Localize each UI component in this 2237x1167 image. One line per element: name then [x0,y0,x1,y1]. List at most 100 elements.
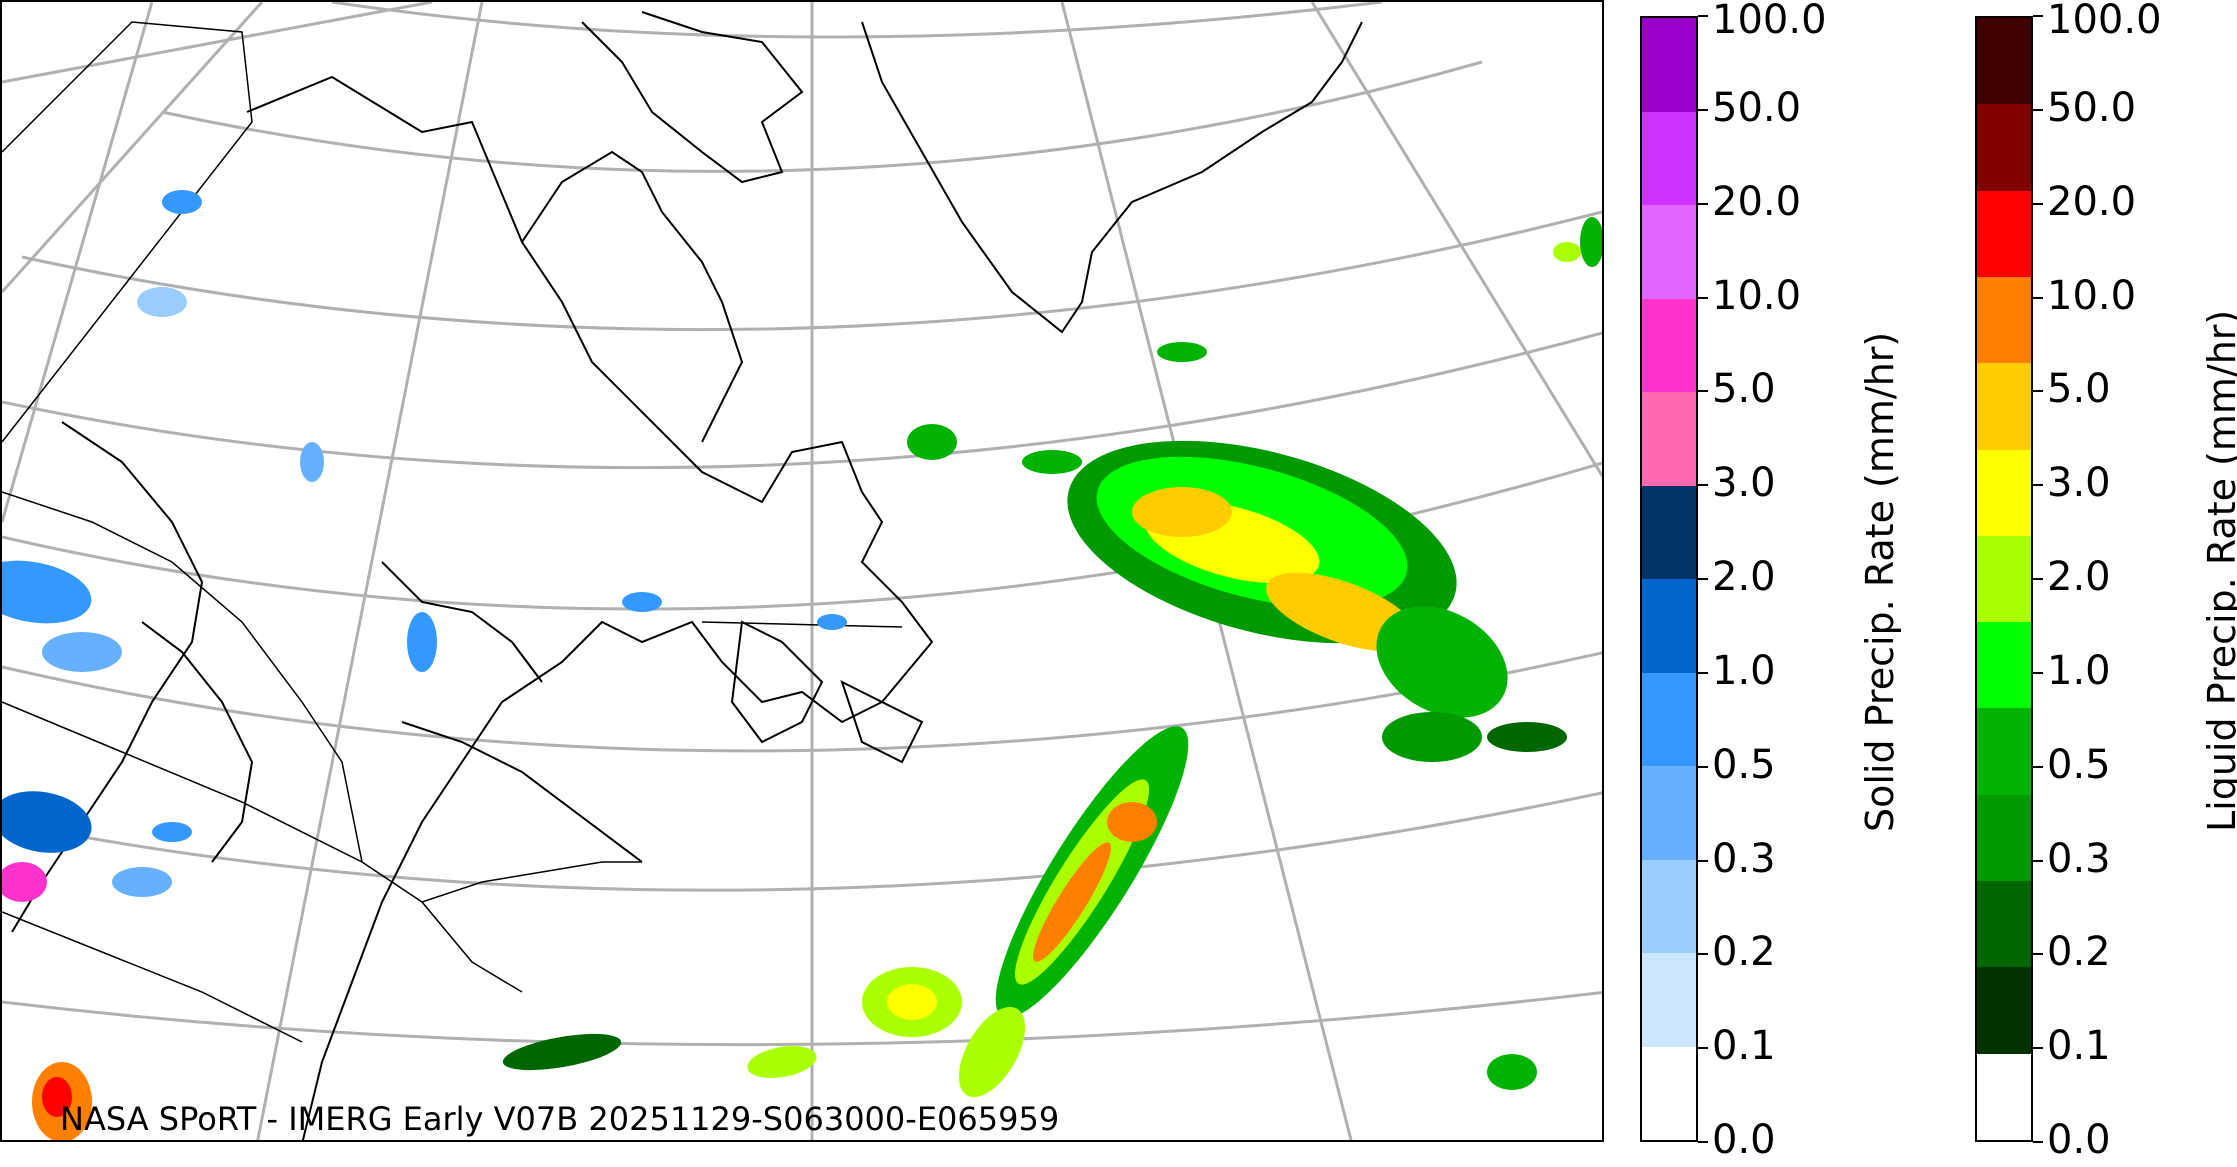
colorbar-tick-mark [2033,953,2043,956]
colorbar-segment [1642,672,1696,766]
colorbar-tick-label: 0.1 [1712,1023,1776,1070]
colorbar-segment [1977,622,2031,709]
precip-cell [1157,342,1207,362]
colorbar-tick-mark [2033,1047,2043,1050]
colorbar-segment [1642,485,1696,579]
precipitation-layer [2,190,1602,1140]
colorbar-tick-label: 20.0 [2047,178,2137,225]
colorbar-segment [1642,111,1696,205]
border-line [2,491,363,863]
colorbar-tick-mark [2033,671,2043,674]
colorbar-tick-mark [2033,1141,2043,1143]
colorbar-segment [1977,276,2031,364]
coastline [381,561,543,683]
precip-cell [42,632,122,672]
colorbar-tick-label: 1.0 [2047,647,2111,694]
colorbar-segment [1977,794,2031,882]
parallel-line [21,210,1602,332]
coastlines [11,11,1363,1140]
precipitation-map[interactable]: NASA SPoRT - IMERG Early V07B 20251129-S… [0,0,1604,1142]
colorbar-tick-label: 0.2 [2047,929,2111,976]
data-credit: NASA SPoRT - IMERG Early V07B 20251129-S… [60,1100,1060,1138]
colorbar-tick-label: 5.0 [2047,366,2111,413]
solid-precip-label: Solid Precip. Rate (mm/hr) [1858,331,1902,832]
colorbar-tick-mark [2033,108,2043,111]
colorbar-tick-mark [2033,578,2043,580]
border-line [2,701,523,993]
colorbar-segment [1642,579,1696,673]
colorbar-tick-label: 0.0 [1712,1117,1776,1163]
colorbar-tick-label: 10.0 [2047,272,2137,319]
colorbar-segment [1977,967,2031,1054]
parallel-line [2,651,1602,753]
precip-cell [1553,242,1581,262]
parallel-line [2,331,1602,470]
colorbar-tick-label: 2.0 [2047,554,2111,600]
colorbar-segment [1977,449,2031,536]
coastline [521,150,744,443]
coastline [401,721,643,863]
precip-cell [162,190,202,214]
colorbar-tick-mark [1698,296,1708,299]
coastline [246,75,934,1140]
precip-cell [112,867,172,897]
border-line [421,861,642,903]
precip-cell [817,614,847,630]
colorbar-tick-mark [1698,390,1708,393]
precip-cell [622,592,662,612]
colorbar-tick-mark [1698,108,1708,111]
border-line [2,911,303,1043]
solid-precip-colorbar [1640,16,1698,1142]
coastline [581,11,804,184]
precip-cell [1580,217,1602,267]
colorbar-tick-mark [1698,765,1708,768]
map-canvas [2,2,1602,1140]
colorbar-segment [1642,392,1696,486]
precip-cell [907,424,957,460]
precip-cell [1382,712,1482,762]
colorbar-tick-mark [1698,15,1708,17]
precip-cell [958,1006,1026,1098]
colorbar-tick-label: 3.0 [2047,460,2111,507]
colorbar-tick-mark [1698,1141,1708,1143]
colorbar-tick-label: 5.0 [1712,366,1776,413]
colorbar-tick-label: 0.2 [1712,929,1776,976]
coastline [840,680,924,764]
coastline [141,621,254,863]
colorbar-tick-mark [1698,953,1708,956]
precip-cell [1107,802,1157,842]
colorbar-tick-label: 100.0 [1712,0,1827,43]
colorbar-tick-mark [1698,202,1708,205]
colorbar-segment [1977,104,2031,191]
precip-cell [1487,722,1567,752]
liquid-precip-label: Liquid Precip. Rate (mm/hr) [2200,309,2237,832]
colorbar-tick-mark [1698,671,1708,674]
colorbar-tick-mark [1698,1047,1708,1050]
parallel-line [331,2,1383,39]
colorbar-tick-label: 10.0 [1712,272,1802,319]
precip-cell [887,984,937,1020]
border-line [2,21,253,443]
colorbar-segment [1977,708,2031,795]
colorbar-segment [1977,881,2031,968]
parallel-line [2,990,1602,1047]
colorbar-segment [1977,535,2031,623]
parallel-line [161,60,1483,173]
precip-cell [2,791,92,853]
meridian-line [2,2,154,523]
precip-cell [152,822,192,842]
colorbar-tick-label: 100.0 [2047,0,2162,43]
colorbar-segment [1642,766,1696,860]
colorbar-tick-label: 50.0 [1712,84,1802,131]
colorbar-segment [1977,190,2031,277]
colorbar-tick-mark [1698,484,1708,487]
precip-cell [2,560,92,624]
colorbar-tick-mark [2033,202,2043,205]
colorbar-tick-mark [2033,296,2043,299]
colorbar-tick-label: 0.1 [2047,1023,2111,1070]
colorbar-tick-mark [2033,15,2043,17]
precip-cell [747,1046,817,1078]
borders [2,21,903,1043]
colorbar-tick-label: 3.0 [1712,460,1776,507]
precip-cell [137,287,187,317]
